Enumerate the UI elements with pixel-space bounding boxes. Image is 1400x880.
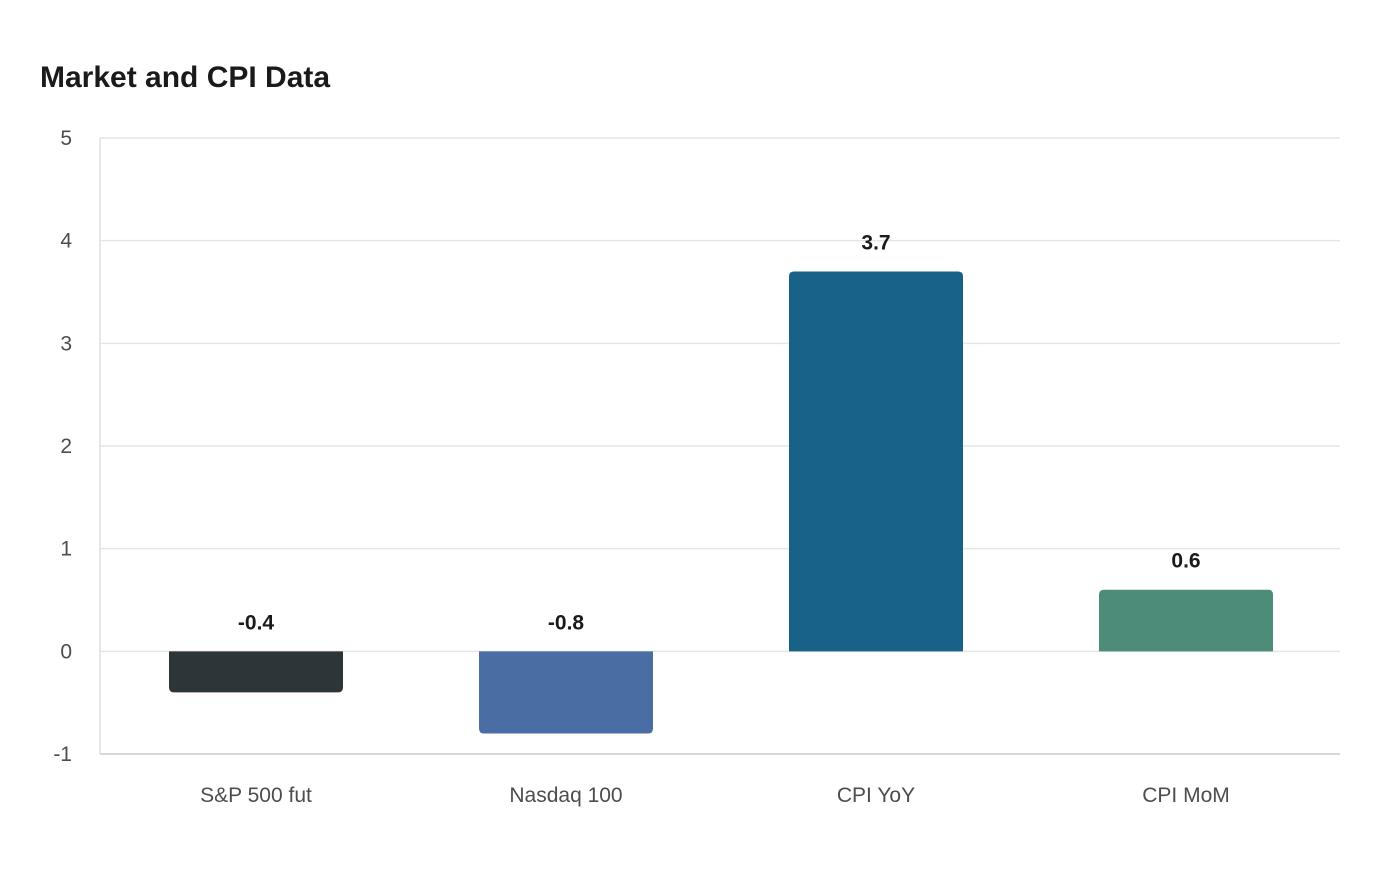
x-category-label-1: Nasdaq 100 (509, 784, 622, 807)
bar-1 (479, 651, 653, 734)
grid-lines (100, 137, 1340, 653)
bar-3 (1099, 589, 1273, 652)
x-axis-categories: S&P 500 fut Nasdaq 100 CPI YoY CPI MoM (200, 784, 1230, 807)
data-label-0: -0.4 (238, 611, 275, 634)
y-tick-label: 4 (60, 230, 72, 253)
data-label-2: 3.7 (861, 231, 890, 254)
data-labels: -0.4 -0.8 3.7 0.6 (238, 231, 1201, 634)
bar-2 (789, 271, 963, 652)
data-label-3: 0.6 (1171, 550, 1200, 573)
bar-0 (169, 651, 343, 693)
y-axis-ticks: -1 0 1 2 3 4 5 (53, 127, 72, 766)
x-category-label-2: CPI YoY (837, 784, 915, 807)
y-tick-label: 0 (60, 640, 72, 663)
y-tick-label: 2 (60, 435, 72, 458)
x-category-label-3: CPI MoM (1142, 784, 1230, 807)
data-label-1: -0.8 (548, 611, 585, 634)
chart-title: Market and CPI Data (40, 61, 331, 94)
x-category-label-0: S&P 500 fut (200, 784, 312, 807)
bars (169, 271, 1273, 734)
y-tick-label: 3 (60, 332, 72, 355)
axes (99, 138, 1340, 755)
y-tick-label: -1 (53, 743, 72, 766)
y-tick-label: 1 (60, 538, 72, 561)
y-tick-label: 5 (60, 127, 72, 150)
